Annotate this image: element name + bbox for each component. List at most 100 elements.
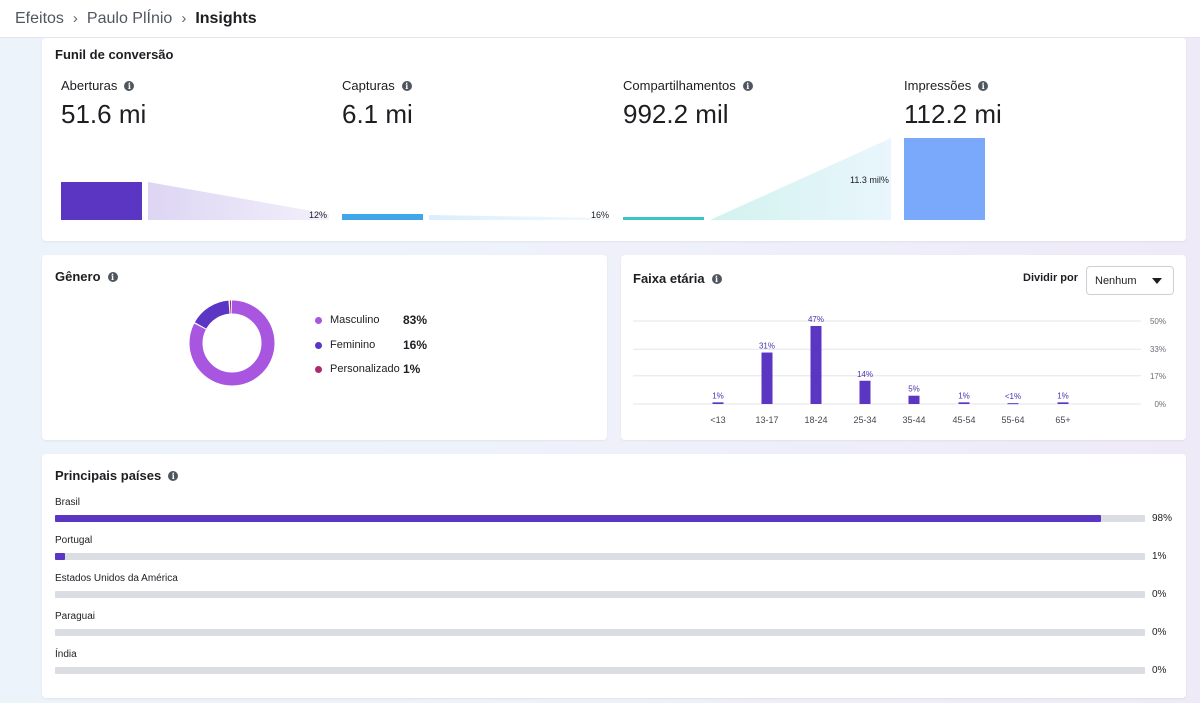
- caret-down-icon: [1152, 278, 1162, 284]
- country-percent: 0%: [1152, 589, 1167, 600]
- legend-value: 1%: [403, 362, 421, 376]
- breadcrumb-effect-link[interactable]: Paulo PlÍnio: [86, 9, 173, 27]
- split-by-label: Dividir por: [1023, 272, 1079, 284]
- legend-dot: [315, 365, 322, 373]
- chevron-right-icon: ›: [181, 10, 187, 27]
- info-icon[interactable]: i: [124, 80, 135, 91]
- x-tick-label: 45-54: [952, 415, 975, 425]
- legend-dot: [315, 341, 322, 349]
- country-bar-track: [55, 667, 1145, 674]
- country-bar-track: [55, 629, 1145, 636]
- info-icon[interactable]: i: [711, 273, 722, 284]
- donut-slice-0: [189, 300, 275, 386]
- funnel-title: Funil de conversão: [55, 47, 174, 62]
- chevron-right-icon: ›: [72, 10, 78, 27]
- funnel-transition-opens-captures: [148, 182, 329, 220]
- age-bar: [958, 402, 970, 404]
- gender-legend-female: Feminino 16%: [315, 338, 427, 352]
- age-bar-chart: 50% 33% 17% 0% 1% <13 31% 13-17 47% 18-24 14% 25-34…: [633, 315, 1166, 425]
- funnel-bar-captures: [342, 214, 423, 220]
- y-tick-label: 0%: [1154, 400, 1166, 409]
- country-percent: 1%: [1152, 551, 1167, 562]
- funnel-graphic: [61, 138, 985, 220]
- breadcrumb-effects-link[interactable]: Efeitos: [15, 9, 64, 27]
- funnel-label: Capturas: [342, 78, 395, 93]
- legend-dot: [315, 316, 322, 324]
- country-bar-track: [55, 591, 1145, 598]
- age-title-row: Faixa etária i: [633, 271, 722, 286]
- funnel-metric-captures: Capturas i 6.1 mi: [342, 78, 413, 130]
- age-bar: [810, 325, 822, 404]
- countries-card: Principais países i Brasil 98% Portugal 1% Es…: [42, 454, 1186, 698]
- gender-card: Gênero i Masculino 83% Feminino 16% Perso…: [42, 255, 607, 440]
- funnel-bar-shares: [623, 217, 704, 220]
- bar-data-label: 31%: [759, 342, 775, 351]
- legend-value: 83%: [403, 313, 428, 327]
- funnel-label: Compartilhamentos: [623, 78, 736, 93]
- page-title: Insights: [195, 9, 257, 27]
- funnel-card: Funil de conversão Aberturas i 51.6 mi Ca…: [42, 38, 1186, 241]
- gender-legend-male: Masculino 83%: [315, 313, 427, 327]
- x-tick-label: 18-24: [804, 415, 827, 425]
- breadcrumb: Efeitos › Paulo PlÍnio › Insights: [0, 0, 1200, 38]
- funnel-value: 51.6 mi: [61, 99, 147, 129]
- info-icon[interactable]: i: [742, 80, 753, 91]
- country-percent: 98%: [1152, 513, 1173, 524]
- bar-data-label: <1%: [1005, 392, 1021, 401]
- country-name: Portugal: [55, 535, 93, 546]
- country-bar-fill: [55, 553, 65, 560]
- legend-label: Masculino: [330, 314, 380, 326]
- bar-data-label: 5%: [908, 385, 920, 394]
- country-name: Paraguai: [55, 611, 96, 622]
- funnel-label: Impressões: [904, 78, 972, 93]
- age-bar: [761, 352, 773, 404]
- country-name: Brasil: [55, 497, 81, 508]
- gender-title: Gênero: [55, 269, 101, 284]
- x-tick-label: 35-44: [902, 415, 925, 425]
- legend-label: Personalizado: [330, 363, 400, 375]
- x-tick-label: 65+: [1055, 415, 1070, 425]
- age-bar: [859, 380, 871, 404]
- age-title: Faixa etária: [633, 271, 705, 286]
- bar-data-label: 47%: [808, 315, 824, 324]
- x-tick-label: <13: [710, 415, 725, 425]
- country-bar-track: [55, 553, 1145, 560]
- y-tick-label: 17%: [1150, 372, 1166, 381]
- bar-data-label: 1%: [1057, 391, 1069, 400]
- age-bar: [908, 395, 920, 404]
- country-name: Índia: [55, 649, 77, 660]
- gender-donut-chart: [189, 300, 275, 386]
- age-bar: [712, 402, 724, 404]
- country-percent: 0%: [1152, 665, 1167, 676]
- info-icon[interactable]: i: [978, 80, 989, 91]
- funnel-rate-1: 12%: [309, 210, 328, 220]
- legend-label: Feminino: [330, 339, 376, 351]
- x-tick-label: 55-64: [1001, 415, 1024, 425]
- funnel-transition-shares-impressions: [710, 138, 891, 220]
- countries-title: Principais países: [55, 468, 162, 483]
- funnel-value: 992.2 mil: [623, 99, 729, 129]
- info-icon[interactable]: i: [401, 80, 412, 91]
- gender-title-row: Gênero i: [55, 269, 118, 284]
- funnel-label: Aberturas: [61, 78, 118, 93]
- info-icon[interactable]: i: [168, 470, 179, 481]
- funnel-bar-impressions: [904, 138, 985, 220]
- country-bar-fill: [55, 515, 1102, 522]
- age-bar: [1057, 402, 1069, 404]
- age-bar: [1007, 403, 1019, 405]
- funnel-value: 112.2 mi: [904, 99, 1002, 129]
- split-by-select[interactable]: Nenhum: [1086, 266, 1174, 295]
- funnel-metric-impressions: Impressões i 112.2 mi: [904, 78, 1002, 130]
- bar-data-label: 1%: [712, 391, 724, 400]
- funnel-bar-opens: [61, 182, 142, 220]
- y-tick-label: 33%: [1150, 345, 1166, 354]
- split-by-value: Nenhum: [1095, 274, 1137, 287]
- country-percent: 0%: [1152, 627, 1167, 638]
- gender-legend-custom: Personalizado 1%: [315, 362, 420, 376]
- funnel-value: 6.1 mi: [342, 99, 413, 129]
- age-card: Faixa etária i Dividir por Nenhum 50% 33% 1…: [621, 255, 1186, 440]
- info-icon[interactable]: i: [107, 271, 118, 282]
- funnel-transition-captures-shares: [429, 215, 610, 220]
- bar-data-label: 14%: [857, 370, 873, 379]
- funnel-metric-shares: Compartilhamentos i 992.2 mil: [623, 78, 753, 130]
